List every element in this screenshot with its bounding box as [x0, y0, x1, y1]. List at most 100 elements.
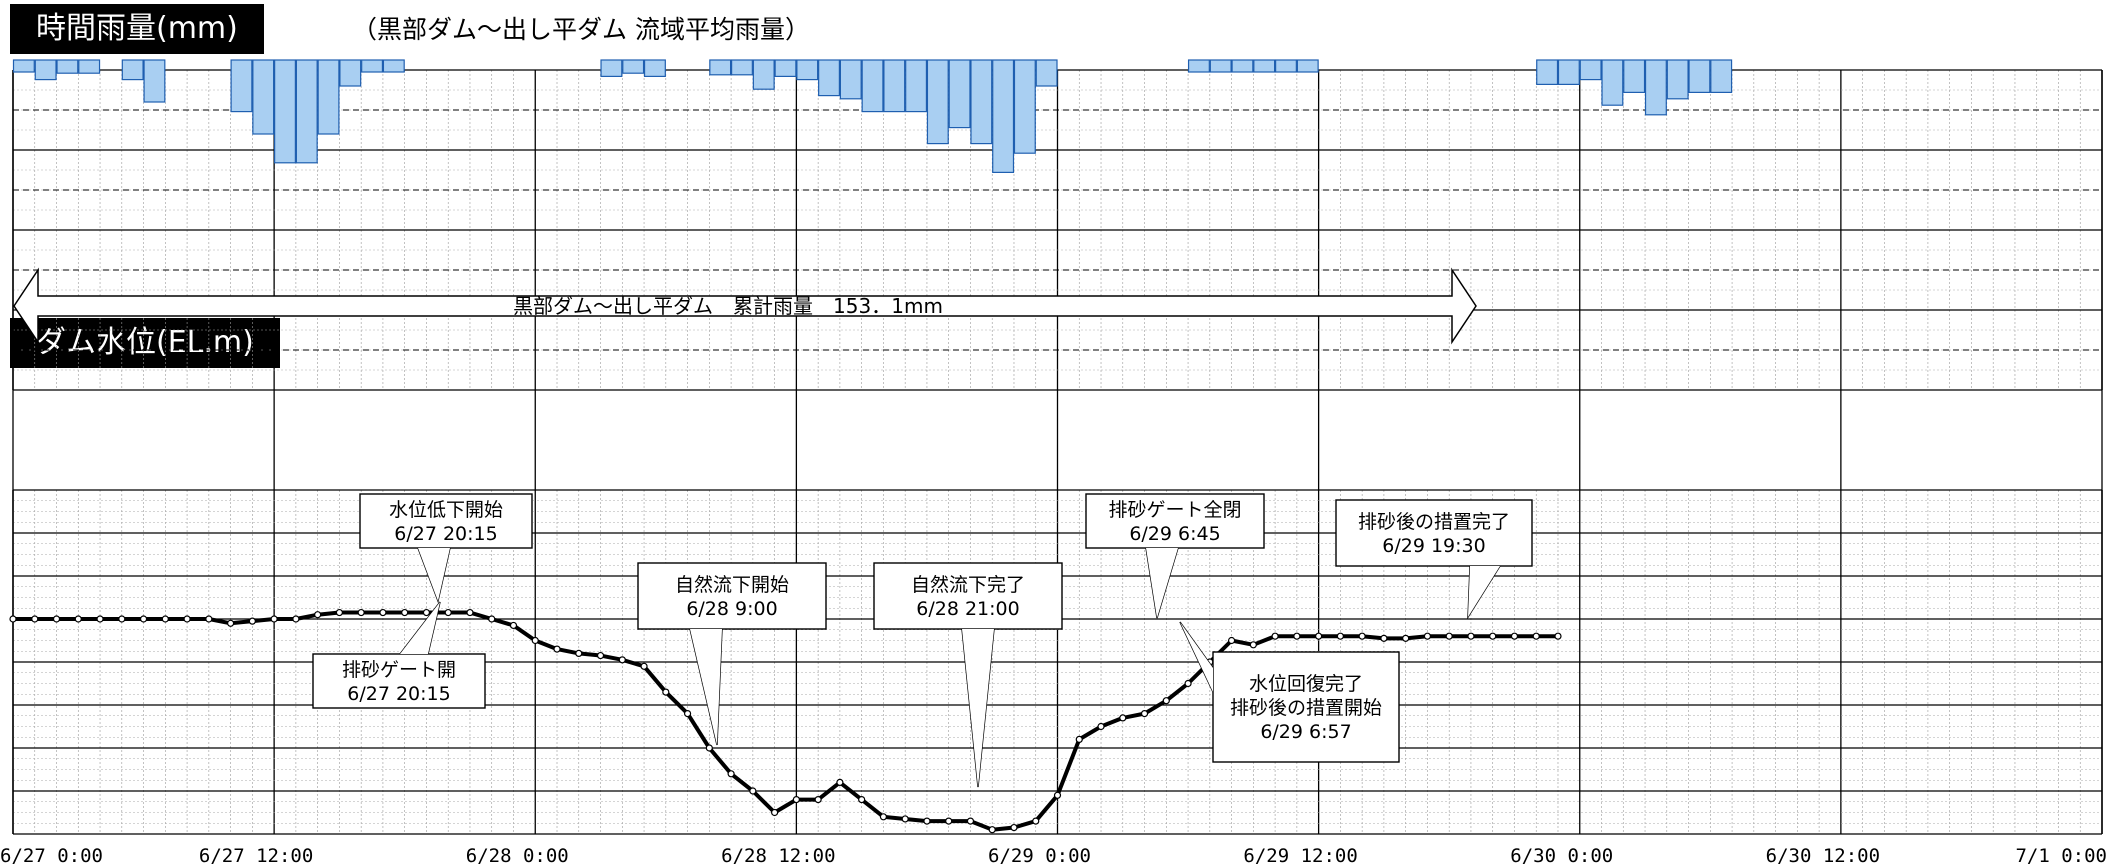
callout-line-1: 自然流下完了 — [911, 574, 1025, 596]
water-level-point — [52, 615, 61, 623]
water-level-point — [1445, 632, 1453, 640]
rain-bar — [1579, 59, 1602, 81]
callout-box — [637, 562, 827, 630]
water-level-point — [205, 615, 213, 623]
water-level-point — [662, 688, 670, 696]
callout-pointer-fill — [1146, 548, 1178, 618]
callout-line-1: 自然流下開始 — [675, 574, 789, 596]
water-level-point — [1249, 641, 1257, 649]
rain-bar — [230, 59, 253, 113]
rain-bar — [274, 59, 296, 164]
callout-pointer-fill — [1468, 566, 1500, 617]
callout-line-1: 排砂後の措置完了 — [1358, 511, 1510, 533]
water-level-point — [379, 608, 387, 617]
rain-bar — [78, 59, 101, 74]
water-level-point — [422, 608, 431, 617]
x-tick-label: 6/30 0:00 — [1510, 845, 1613, 866]
rain-bar — [818, 59, 840, 97]
water-level-point — [1140, 709, 1149, 718]
water-level-point — [1119, 714, 1127, 722]
water-level-point — [466, 608, 474, 617]
rain-bar — [1688, 59, 1711, 94]
rain-bar — [861, 59, 884, 113]
rain-bar — [883, 59, 906, 113]
water-level-point — [705, 744, 713, 752]
water-level-point — [727, 770, 735, 778]
water-level-point — [139, 615, 148, 623]
water-level-point — [901, 815, 909, 823]
rain-bar — [839, 59, 862, 100]
water-level-point — [1532, 632, 1540, 640]
callout-line-2: 6/27 20:15 — [394, 523, 497, 545]
water-level-point — [1467, 632, 1475, 640]
x-axis-ticks: 6/27 0:00 6/27 12:00 6/28 0:00 6/28 12:00 6/… — [0, 845, 2107, 866]
water-level-point — [1402, 634, 1410, 642]
rain-bar — [12, 59, 35, 73]
x-tick-label: 6/27 12:00 — [199, 845, 313, 866]
water-level-point — [1097, 722, 1105, 731]
rain-bar — [1013, 59, 1036, 154]
water-level-point — [1184, 679, 1192, 688]
water-level-point — [596, 651, 605, 660]
water-level-point — [575, 649, 583, 658]
rain-bar — [1275, 59, 1297, 73]
rain-bar — [1536, 59, 1559, 85]
rain-bar — [796, 59, 819, 81]
water-level-point — [1293, 632, 1301, 640]
water-level-point — [1010, 823, 1018, 832]
water-level-point — [1336, 632, 1344, 640]
callout-line-2: 排砂後の措置開始 — [1230, 697, 1382, 719]
x-tick-label: 6/30 12:00 — [1766, 845, 1880, 866]
water-level-point — [31, 615, 39, 623]
water-level-point — [9, 615, 17, 623]
rain-bar — [1644, 59, 1667, 116]
water-level-point — [1315, 632, 1323, 640]
callout-box — [873, 562, 1063, 630]
rain-panel-subtitle: （黒部ダム～出し平ダム 流域平均雨量） — [352, 15, 810, 44]
rain-bar — [1296, 59, 1319, 73]
cumulative-arrow-shape — [13, 267, 1477, 345]
water-level-point — [444, 608, 452, 617]
callout-box — [1085, 493, 1265, 549]
rain-bar — [317, 59, 340, 135]
callout-line-1: 排砂ゲート開 — [342, 659, 456, 681]
water-level-point — [1554, 632, 1562, 640]
rain-bar — [1209, 59, 1232, 73]
rain-bar — [709, 59, 732, 76]
water-level-point — [879, 813, 888, 821]
rain-bar — [382, 59, 405, 73]
rain-bar — [622, 59, 645, 74]
cumulative-rain-label: 黒部ダム～出し平ダム 累計雨量 153．1mm — [513, 294, 943, 318]
x-tick-label: 6/27 0:00 — [0, 845, 103, 866]
rain-bars — [12, 59, 1733, 174]
water-level-point — [1271, 632, 1279, 640]
water-level-point — [270, 615, 278, 623]
water-level-point — [640, 662, 648, 670]
rain-bar — [1035, 59, 1058, 87]
rain-bar — [1710, 59, 1733, 94]
callout-line-2: 6/29 6:45 — [1129, 523, 1220, 545]
water-level-point — [771, 808, 779, 817]
rain-bar — [970, 59, 993, 145]
water-level-point — [553, 645, 561, 653]
x-tick-label: 6/29 0:00 — [988, 845, 1091, 866]
water-level-point — [74, 615, 82, 623]
water-level-point — [1358, 632, 1366, 640]
water-level-point — [248, 617, 256, 625]
water-level-line — [13, 610, 1558, 832]
water-level-point — [1380, 634, 1388, 642]
water-level-point — [683, 709, 692, 718]
callout-pointer-fill — [400, 602, 440, 654]
water-level-point — [1423, 632, 1432, 640]
rain-bar — [1601, 59, 1624, 106]
rain-bar — [992, 59, 1015, 174]
rain-bar — [774, 59, 797, 77]
callout-pointer-fill — [1180, 622, 1213, 692]
water-level-point — [1075, 735, 1083, 744]
callout-line-2: 6/28 9:00 — [686, 598, 777, 620]
